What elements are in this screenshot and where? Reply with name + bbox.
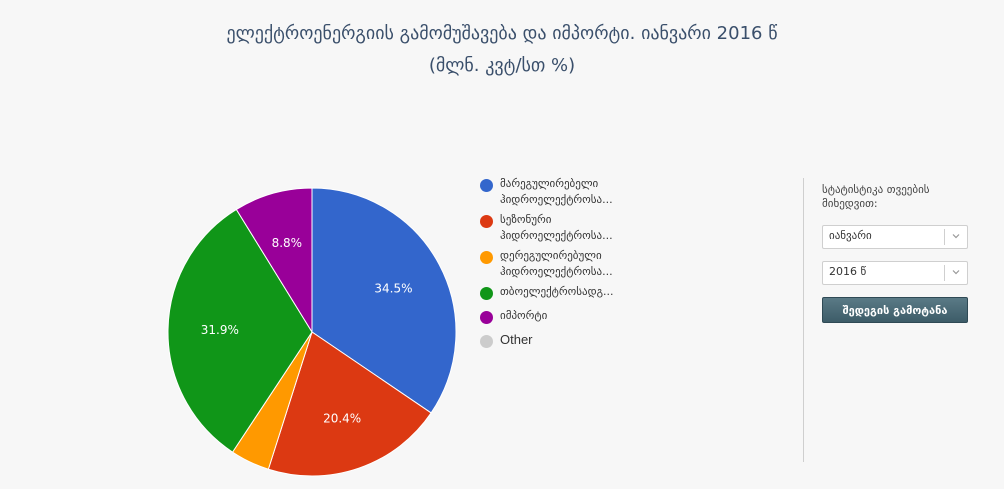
- select-separator: [944, 265, 945, 281]
- chart-legend: მარეგულირებელი ჰიდროელექტროსა... სეზონური ჰ…: [480, 176, 660, 356]
- chart-title-line1: ელექტროენერგიის გამომუშავება და იმპორტი.…: [226, 23, 778, 44]
- filter-panel: სტატისტიკა თვეების მიხედვით: იანვარი 201…: [822, 183, 972, 323]
- legend-label: თბოელექტროსადგ...: [500, 285, 614, 298]
- month-select-value: იანვარი: [829, 229, 872, 242]
- month-select[interactable]: იანვარი: [822, 225, 968, 249]
- pie-slice[interactable]: [167, 208, 313, 453]
- year-select[interactable]: 2016 წ: [822, 261, 968, 285]
- select-separator: [944, 229, 945, 245]
- legend-swatch: [480, 311, 493, 324]
- legend-swatch: [480, 215, 493, 228]
- pie-chart: 34.5% 20.4% 31.9% 8.8%: [167, 187, 457, 477]
- legend-item[interactable]: სეზონური ჰიდროელექტროსა...: [480, 212, 660, 244]
- chart-title-line2: (მლნ. კვტ/სთ %): [428, 55, 576, 76]
- pie-slice[interactable]: [267, 331, 432, 477]
- chevron-down-icon: [952, 270, 960, 275]
- legend-label: ჰიდროელექტროსა...: [500, 193, 613, 206]
- filter-panel-label: სტატისტიკა თვეების მიხედვით:: [822, 183, 930, 210]
- year-select-value: 2016 წ: [829, 265, 867, 278]
- legend-item[interactable]: იმპორტი: [480, 308, 660, 328]
- slice-data-label: 8.8%: [272, 236, 303, 250]
- panel-divider: [803, 178, 804, 462]
- legend-item[interactable]: თბოელექტროსადგ...: [480, 284, 660, 304]
- legend-label: იმპორტი: [500, 309, 548, 322]
- slice-data-label: 34.5%: [374, 281, 412, 295]
- legend-label: ჰიდროელექტროსა...: [500, 265, 613, 278]
- slice-data-label: 20.4%: [323, 412, 361, 426]
- legend-item[interactable]: მარეგულირებელი ჰიდროელექტროსა...: [480, 176, 660, 208]
- show-results-button[interactable]: შედეგის გამოტანა: [822, 297, 968, 323]
- legend-swatch: [480, 287, 493, 300]
- legend-swatch: [480, 179, 493, 192]
- pie-slice[interactable]: [235, 187, 313, 334]
- legend-item[interactable]: დერეგულირებული ჰიდროელექტროსა...: [480, 248, 660, 280]
- legend-label: Other: [500, 332, 533, 347]
- legend-label: სეზონური: [500, 213, 552, 226]
- legend-swatch: [480, 251, 493, 264]
- pie-slice[interactable]: [311, 187, 457, 414]
- legend-label: დერეგულირებული: [500, 249, 602, 262]
- legend-label: მარეგულირებელი: [500, 177, 599, 190]
- chevron-down-icon: [952, 234, 960, 239]
- chart-title: ელექტროენერგიის გამომუშავება და იმპორტი.…: [0, 18, 1004, 82]
- legend-item[interactable]: Other: [480, 332, 660, 352]
- slice-data-label: 31.9%: [201, 323, 239, 337]
- legend-label: ჰიდროელექტროსა...: [500, 229, 613, 242]
- legend-swatch: [480, 335, 493, 348]
